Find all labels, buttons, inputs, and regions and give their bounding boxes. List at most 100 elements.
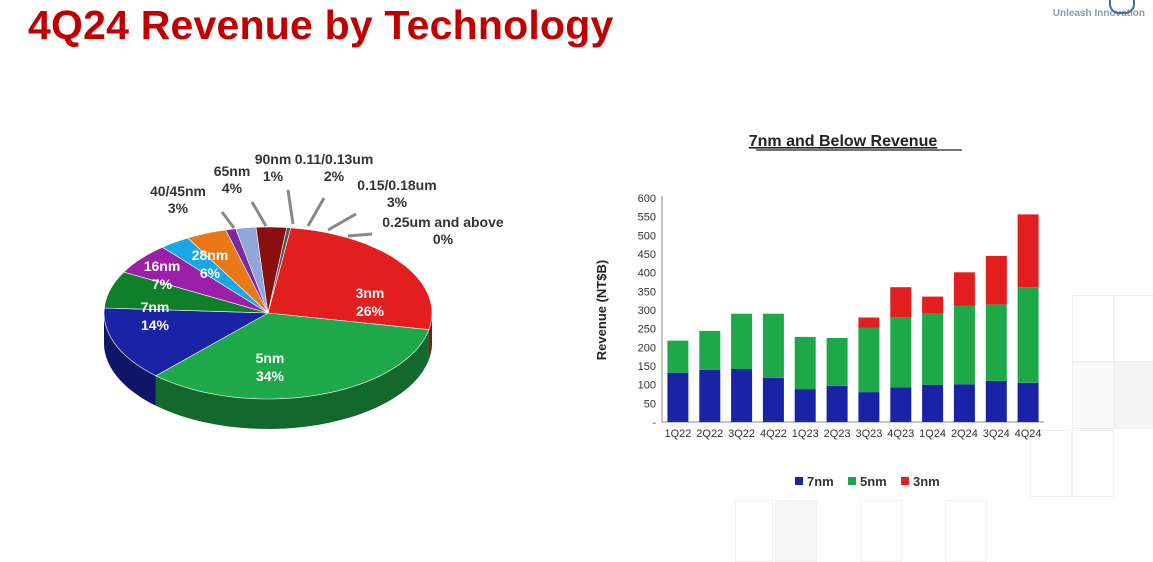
bar-3nm-3Q24 bbox=[985, 255, 1007, 305]
pie-side-3nm bbox=[428, 313, 432, 360]
bar-5nm-4Q22 bbox=[762, 313, 784, 378]
bar-3nm-4Q23 bbox=[890, 287, 912, 318]
pie-leader-line bbox=[306, 197, 326, 227]
decor-square bbox=[735, 500, 773, 562]
pie-value-label: 1% bbox=[263, 168, 284, 184]
decor-square bbox=[1114, 295, 1153, 362]
x-tick-label: 1Q23 bbox=[792, 428, 819, 440]
decor-square bbox=[1114, 362, 1153, 429]
y-tick-label: 550 bbox=[638, 212, 656, 224]
bar-chart-title: 7nm and Below Revenue bbox=[749, 133, 938, 150]
bar-7nm-1Q23 bbox=[794, 389, 816, 422]
pie-slice-65nm bbox=[187, 229, 269, 314]
decor-square bbox=[945, 500, 987, 562]
y-tick-label: 400 bbox=[638, 268, 656, 280]
pie-leader-line bbox=[347, 232, 373, 238]
x-tick-label: 1Q22 bbox=[664, 428, 691, 440]
y-tick-label: 500 bbox=[638, 230, 656, 242]
x-tick-label: 2Q23 bbox=[824, 428, 851, 440]
pie-slice-28nm bbox=[123, 246, 269, 314]
pie-value-label: 3% bbox=[387, 194, 408, 210]
bar-3nm-2Q24 bbox=[953, 272, 975, 306]
bar-3nm-1Q24 bbox=[922, 296, 944, 314]
bar-7nm-3Q24 bbox=[985, 380, 1007, 422]
pie-label: 5nm bbox=[256, 350, 285, 366]
decor-square bbox=[860, 500, 902, 562]
pie-side-5nm bbox=[155, 329, 429, 429]
legend-swatch-3nm bbox=[901, 477, 909, 485]
y-tick-label: 250 bbox=[638, 324, 656, 336]
y-tick-label: 350 bbox=[638, 286, 656, 298]
legend-label-3nm: 3nm bbox=[913, 474, 940, 489]
bar-3nm-4Q24 bbox=[1017, 214, 1039, 288]
pie-label: 16nm bbox=[144, 258, 181, 274]
pie-value-label: 34% bbox=[256, 368, 285, 384]
legend-swatch-7nm bbox=[795, 477, 803, 485]
y-axis-label: Revenue (NT$B) bbox=[594, 260, 609, 360]
pie-label: 65nm bbox=[214, 163, 251, 179]
x-tick-label: 4Q24 bbox=[1015, 428, 1042, 440]
y-tick-label: 300 bbox=[638, 305, 656, 317]
pie-slice-0.25um and above bbox=[267, 227, 292, 314]
brand-text: Unleash Innovation bbox=[1052, 8, 1145, 19]
x-tick-label: 3Q22 bbox=[728, 428, 755, 440]
bar-chart: 7nm and Below Revenue Revenue (NT$B) - 50 10… bbox=[594, 133, 1044, 489]
bar-7nm-2Q24 bbox=[953, 384, 975, 422]
x-tick-label: 2Q24 bbox=[951, 428, 978, 440]
y-tick-label: 600 bbox=[638, 193, 656, 205]
bar-7nm-4Q23 bbox=[890, 387, 912, 422]
pie-value-label: 3% bbox=[168, 200, 189, 216]
bar-5nm-4Q24 bbox=[1017, 287, 1039, 383]
pie-label: 7nm bbox=[141, 299, 170, 315]
pie-value-label: 0% bbox=[433, 231, 454, 247]
pie-value-label: 7% bbox=[152, 276, 173, 292]
pie-value-label: 4% bbox=[222, 180, 243, 196]
legend-swatch-5nm bbox=[848, 477, 856, 485]
bar-5nm-2Q23 bbox=[826, 338, 848, 386]
legend-label-5nm: 5nm bbox=[860, 474, 887, 489]
pie-leader-line bbox=[286, 189, 295, 225]
pie-leader-line bbox=[327, 212, 357, 232]
pie-slice-3nm bbox=[267, 227, 433, 331]
bar-3nm-3Q23 bbox=[858, 317, 880, 328]
bar-5nm-1Q23 bbox=[794, 336, 816, 390]
x-tick-label: 4Q22 bbox=[760, 428, 787, 440]
y-tick-label: 450 bbox=[638, 249, 656, 261]
pie-label: 3nm bbox=[356, 285, 385, 301]
bar-7nm-3Q23 bbox=[858, 392, 880, 422]
bar-5nm-3Q23 bbox=[858, 327, 880, 393]
pie-label: 0.15/0.18um bbox=[357, 177, 436, 193]
decor-square bbox=[1072, 430, 1114, 497]
y-tick-label: 50 bbox=[644, 398, 656, 410]
pie-value-label: 14% bbox=[141, 317, 170, 333]
pie-value-label: 2% bbox=[324, 168, 345, 184]
pie-leader-line bbox=[220, 211, 236, 229]
pie-slice-5nm bbox=[155, 312, 430, 400]
x-tick-label: 3Q24 bbox=[983, 428, 1010, 440]
brand-logo-icon bbox=[1109, 0, 1135, 14]
pie-slice-16nm bbox=[103, 271, 269, 314]
pie-leader-line bbox=[250, 201, 268, 227]
bar-5nm-2Q22 bbox=[699, 330, 721, 370]
pie-value-label: 26% bbox=[356, 303, 385, 319]
bar-7nm-2Q23 bbox=[826, 385, 848, 422]
pie-label: 40/45nm bbox=[150, 183, 206, 199]
slide-title: 4Q24 Revenue by Technology bbox=[28, 2, 614, 48]
bar-5nm-3Q24 bbox=[985, 304, 1007, 381]
bar-5nm-4Q23 bbox=[890, 317, 912, 388]
decor-square bbox=[775, 500, 817, 562]
y-tick-label: 100 bbox=[638, 380, 656, 392]
x-tick-label: 3Q23 bbox=[855, 428, 882, 440]
decor-square bbox=[1072, 295, 1114, 362]
y-tick-label: 150 bbox=[638, 361, 656, 373]
legend-label-7nm: 7nm bbox=[807, 474, 834, 489]
brand-tagline: Unleash Innovation bbox=[1052, 0, 1145, 19]
pie-label: 28nm bbox=[192, 247, 229, 263]
decor-square bbox=[1030, 430, 1072, 497]
pie-label: 0.11/0.13um bbox=[295, 151, 374, 167]
bar-5nm-3Q22 bbox=[731, 313, 753, 369]
pie-slice-7nm bbox=[103, 307, 270, 377]
x-tick-label: 2Q22 bbox=[696, 428, 723, 440]
bar-5nm-2Q24 bbox=[953, 305, 975, 385]
pie-value-label: 6% bbox=[200, 265, 221, 281]
